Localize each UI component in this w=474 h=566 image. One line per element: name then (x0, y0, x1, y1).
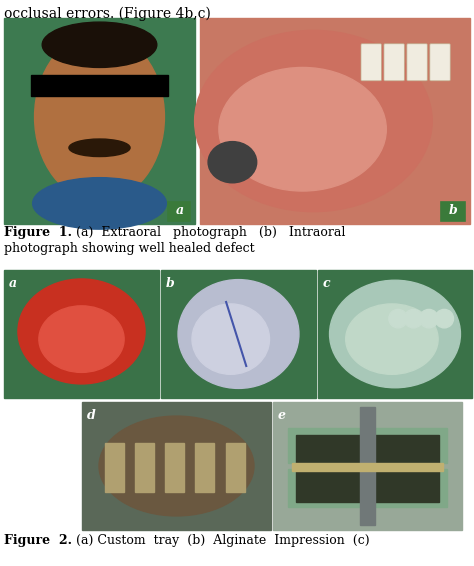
Bar (318, 270, 472, 398)
Ellipse shape (99, 416, 254, 516)
Text: b: b (449, 204, 458, 217)
Ellipse shape (33, 178, 166, 229)
Text: c: c (323, 277, 331, 290)
FancyBboxPatch shape (168, 201, 191, 221)
Bar (165, 443, 184, 492)
Text: Figure  2.: Figure 2. (4, 534, 72, 547)
Circle shape (389, 310, 407, 328)
Ellipse shape (69, 139, 130, 157)
Bar (226, 443, 245, 492)
Bar (200, 18, 470, 224)
Ellipse shape (192, 304, 270, 374)
Bar (360, 407, 375, 525)
Bar (296, 435, 439, 502)
Bar (105, 443, 124, 492)
Ellipse shape (35, 32, 164, 201)
Bar (4, 18, 195, 224)
Text: a: a (9, 277, 17, 290)
Ellipse shape (39, 306, 124, 372)
Text: d: d (87, 409, 96, 422)
Ellipse shape (219, 67, 386, 191)
Bar (135, 443, 154, 492)
Text: occlusal errors. (Figure 4b,c): occlusal errors. (Figure 4b,c) (4, 7, 211, 21)
Text: Figure  1.: Figure 1. (4, 226, 72, 239)
Ellipse shape (42, 22, 157, 67)
Bar (288, 427, 447, 464)
Text: b: b (166, 277, 175, 290)
Circle shape (435, 310, 454, 328)
Circle shape (419, 310, 438, 328)
FancyBboxPatch shape (441, 201, 465, 221)
Text: (a)  Extraoral   photograph   (b)   Intraoral: (a) Extraoral photograph (b) Intraoral (68, 226, 346, 239)
Ellipse shape (329, 280, 460, 388)
Text: e: e (278, 409, 286, 422)
Ellipse shape (195, 31, 432, 212)
Bar (31, 75, 168, 96)
Bar (82, 402, 271, 530)
Ellipse shape (178, 280, 299, 388)
Ellipse shape (346, 304, 438, 374)
Bar (292, 464, 443, 471)
Ellipse shape (18, 279, 145, 384)
Text: a: a (175, 204, 183, 217)
Bar (288, 469, 447, 507)
Text: (a) Custom  tray  (b)  Alginate  Impression  (c): (a) Custom tray (b) Alginate Impression … (68, 534, 370, 547)
Bar (273, 402, 462, 530)
Bar (4, 270, 159, 398)
FancyBboxPatch shape (407, 44, 427, 81)
FancyBboxPatch shape (384, 44, 404, 81)
Circle shape (404, 310, 423, 328)
Bar (195, 443, 214, 492)
Text: photograph showing well healed defect: photograph showing well healed defect (4, 242, 255, 255)
FancyBboxPatch shape (361, 44, 382, 81)
Bar (161, 270, 316, 398)
FancyBboxPatch shape (430, 44, 450, 81)
Ellipse shape (208, 142, 257, 183)
